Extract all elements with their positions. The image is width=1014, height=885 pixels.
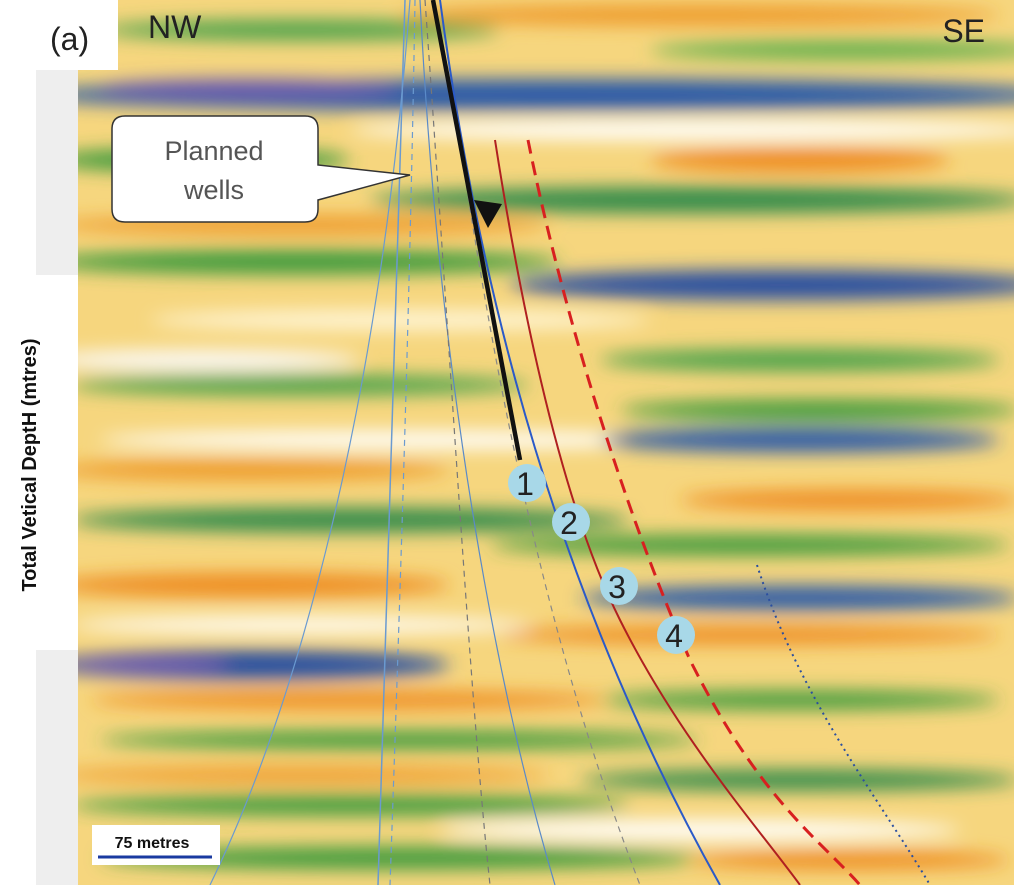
figure: 1 2 3 4 Planned wells (a) NW SE Total Ve… — [0, 0, 1014, 885]
tick-strip — [36, 650, 78, 885]
y-axis-label: Total Vetical DeptH (mtres) — [19, 338, 41, 591]
well-marker-label: 4 — [665, 618, 683, 654]
well-marker-label: 1 — [516, 466, 534, 502]
well-marker-label: 2 — [560, 505, 578, 541]
direction-label: SE — [942, 13, 985, 49]
callout-text: wells — [183, 175, 244, 205]
well-marker-label: 3 — [608, 569, 626, 605]
tick-strip — [36, 70, 78, 275]
direction-label: NW — [148, 9, 202, 45]
scale-bar-label: 75 metres — [115, 835, 190, 852]
callout-text: Planned — [164, 136, 263, 166]
panel-label: (a) — [50, 21, 89, 57]
